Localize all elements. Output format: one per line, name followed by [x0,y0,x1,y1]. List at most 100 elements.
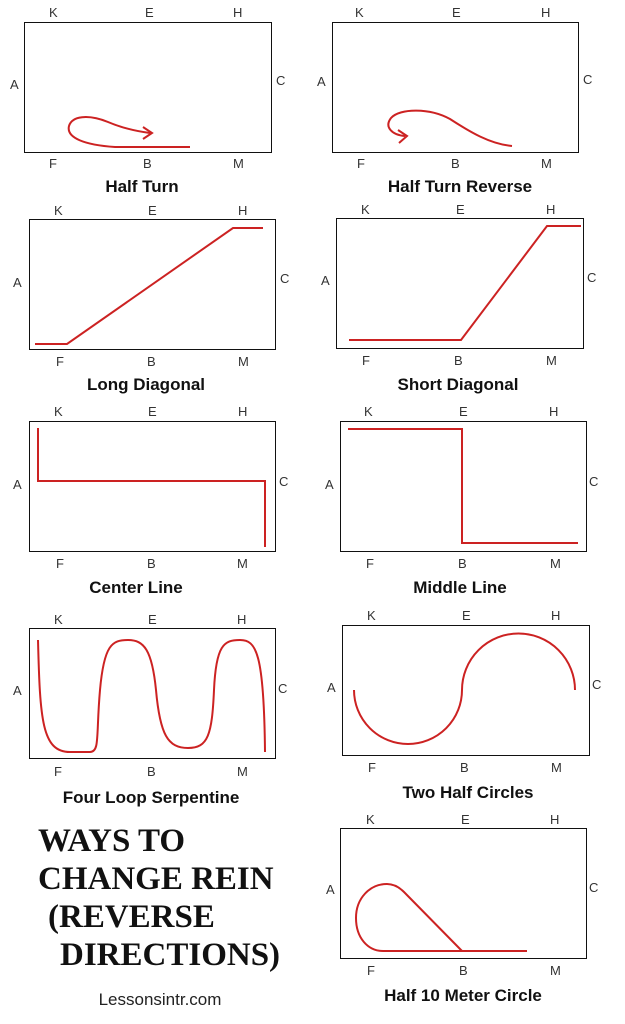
letter-f: F [54,764,62,779]
letter-a: A [13,477,22,492]
letter-a: A [10,77,19,92]
site-credit: Lessonsintr.com [98,990,222,1009]
letter-b: B [460,760,469,775]
letter-e: E [145,5,154,20]
letter-k: K [54,404,63,419]
letter-h: H [551,608,561,623]
letter-c: C [589,880,599,895]
letter-h: H [238,203,248,218]
letter-b: B [147,556,156,571]
letter-e: E [148,612,157,627]
letter-h: H [237,612,247,627]
arena-border [340,421,587,552]
letter-a: A [326,882,335,897]
letter-a: A [317,74,326,89]
arena-border [29,628,276,759]
letter-k: K [367,608,376,623]
arena-border [342,625,590,756]
letter-c: C [280,271,290,286]
heading-line-4: DIRECTIONS) [60,937,281,973]
letter-a: A [13,683,22,698]
letter-b: B [458,556,467,571]
letter-m: M [550,963,561,978]
letter-e: E [456,202,465,217]
letter-e: E [459,404,468,419]
letter-f: F [362,353,370,368]
letter-k: K [54,612,63,627]
letter-c: C [589,474,599,489]
letter-f: F [357,156,365,171]
caption-half-turn-reverse: Half Turn Reverse [387,177,533,196]
letter-f: F [368,760,376,775]
caption-center-line: Center Line [89,578,183,597]
letter-h: H [546,202,556,217]
letter-b: B [451,156,460,171]
letter-f: F [56,354,64,369]
arena-border [29,421,276,552]
caption-middle-line: Middle Line [413,578,507,597]
letter-b: B [143,156,152,171]
letter-k: K [366,812,375,827]
letter-c: C [278,681,288,696]
letter-f: F [367,963,375,978]
caption-half-turn: Half Turn [105,177,179,196]
letter-h: H [541,5,551,20]
caption-long-diagonal: Long Diagonal [86,375,206,394]
letter-m: M [237,764,248,779]
letter-b: B [459,963,468,978]
letter-f: F [49,156,57,171]
caption-four-loop-serpentine: Four Loop Serpentine [62,788,240,807]
heading-line-1: WAYS TO [38,823,186,859]
letter-h: H [233,5,243,20]
letter-e: E [148,203,157,218]
caption-short-diagonal: Short Diagonal [397,375,519,394]
letter-m: M [237,556,248,571]
letter-m: M [551,760,562,775]
letter-m: M [541,156,552,171]
page-heading: WAYS TO CHANGE REIN (REVERSE DIRECTIONS) [38,822,281,974]
letter-m: M [550,556,561,571]
letter-c: C [276,73,286,88]
letter-k: K [364,404,373,419]
letter-h: H [238,404,248,419]
letter-e: E [452,5,461,20]
letter-h: H [550,812,560,827]
letter-e: E [148,404,157,419]
letter-a: A [13,275,22,290]
letter-e: E [462,608,471,623]
letter-b: B [147,764,156,779]
letter-b: B [147,354,156,369]
arena-border [340,828,587,959]
caption-half-10-meter-circle: Half 10 Meter Circle [384,986,542,1005]
letter-a: A [327,680,336,695]
letter-a: A [321,273,330,288]
caption-two-half-circles: Two Half Circles [402,783,534,802]
letter-c: C [279,474,289,489]
letter-k: K [361,202,370,217]
letter-m: M [233,156,244,171]
letter-e: E [461,812,470,827]
letter-k: K [49,5,58,20]
heading-line-2: CHANGE REIN [38,861,274,897]
letter-c: C [592,677,602,692]
letter-m: M [238,354,249,369]
letter-a: A [325,477,334,492]
arena-border [332,22,579,153]
heading-line-3: (REVERSE [48,899,215,935]
letter-f: F [366,556,374,571]
letter-b: B [454,353,463,368]
arena-border [336,218,584,349]
letter-k: K [355,5,364,20]
letter-c: C [583,72,593,87]
letter-h: H [549,404,559,419]
letter-m: M [546,353,557,368]
